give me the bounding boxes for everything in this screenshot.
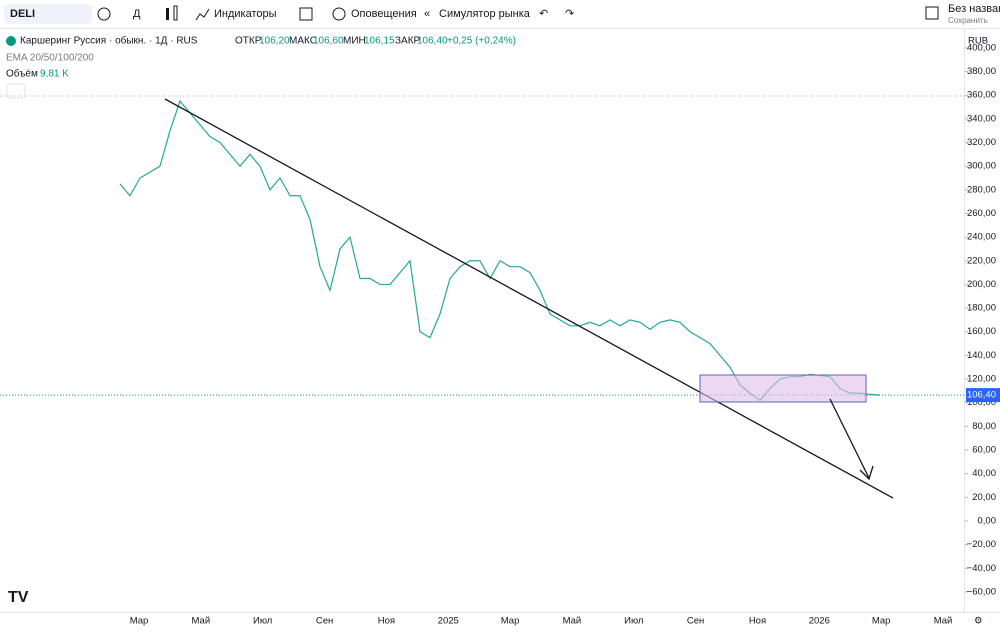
replay-button[interactable]: Симулятор рынка [439,8,531,20]
y-tick-label: 260,00 [967,208,996,219]
open-label: ОТКР [235,36,262,47]
indicators-icon[interactable] [195,8,210,21]
y-tick-label: 0,00 [978,515,997,526]
x-tick-label: Ноя [378,616,395,627]
candle-icon[interactable] [173,5,178,21]
arrow-head [859,465,874,481]
x-tick-label: Мар [130,616,149,627]
x-tick-label: Май [192,616,211,627]
y-tick-label: 220,00 [967,255,996,266]
settings-icon[interactable]: ⚙ [974,616,983,627]
x-tick-label: Мар [872,616,891,627]
x-tick-label: Сен [687,616,704,627]
y-tick-label: 80,00 [972,421,996,432]
checkbox[interactable] [925,6,939,20]
replay-icon: « [424,8,430,20]
x-tick-label: Сен [316,616,333,627]
indicators-button[interactable]: Индикаторы [214,8,277,20]
redo[interactable]: ↷ [565,8,574,20]
y-tick-label: 380,00 [967,66,996,77]
y-tick-label: 300,00 [967,161,996,172]
plot [0,47,968,593]
high: 106,60 [313,36,344,47]
symbol-box[interactable] [4,4,92,24]
high-label: МАКС [289,36,317,47]
symbol[interactable]: DELI [10,8,35,20]
x-tick-label: Мар [501,616,520,627]
save-button[interactable]: Сохранить [948,16,988,25]
x-tick-label: 2025 [438,616,459,627]
close: 106,40 [417,36,448,47]
forecast-arrow [829,398,870,479]
layout-icon[interactable] [299,7,313,21]
tv-logo[interactable]: TV [8,589,29,606]
open: 106,20 [259,36,290,47]
last-price-label: 106,40 [967,390,996,401]
toolbar: DELI Д Индикаторы Оповещения Симулятор р… [0,0,1000,29]
change: +0,25 (+0,24%) [447,36,516,47]
interval[interactable]: Д [133,8,141,20]
x-tick-label: 2026 [809,616,830,627]
y-tick-label: 100,00 [967,397,996,408]
low: 106,15 [364,36,395,47]
y-tick-label: 60,00 [972,445,996,456]
trend-line [164,98,894,499]
x-tick-label: Июл [624,616,643,627]
symbol-logo [6,36,16,46]
y-tick-label: −20,00 [967,539,996,550]
volume: 9,81 K [40,69,69,80]
alerts-icon [332,7,346,21]
ema-label: EMA 20/50/100/200 [6,53,94,64]
y-tick-label: 140,00 [967,350,996,361]
candle-icon[interactable] [166,8,169,20]
y-tick-label: 280,00 [967,184,996,195]
add-icon[interactable] [97,7,111,21]
y-tick-label: 340,00 [967,113,996,124]
collapse-button[interactable] [6,83,26,99]
range-box [699,374,867,403]
y-tick-label: 40,00 [972,468,996,479]
y-tick-label: 360,00 [967,90,996,101]
y-tick-label: −60,00 [967,586,996,597]
currency[interactable]: RUB [968,36,988,47]
x-tick-label: Май [934,616,953,627]
y-tick-label: 400,00 [967,42,996,53]
y-tick-label: 20,00 [972,492,996,503]
y-tick-label: 200,00 [967,279,996,290]
y-tick-label: 240,00 [967,232,996,243]
low-label: МИН [343,36,366,47]
price-line [119,99,881,402]
close-label: ЗАКР [395,36,421,47]
legend: Каршеринг Руссия · обыкн. · 1Д · RUS ОТК… [6,35,516,99]
y-tick-label: 160,00 [967,326,996,337]
x-tick-label: Ноя [749,616,766,627]
x-tick-label: Май [563,616,582,627]
y-tick-label: −40,00 [967,563,996,574]
legend-title: Каршеринг Руссия · обыкн. · 1Д · RUS [20,35,198,47]
y-tick-label: 320,00 [967,137,996,148]
last-price-badge [966,388,1000,403]
y-tick-label: 180,00 [967,303,996,314]
alerts-button[interactable]: Оповещения [351,8,417,20]
layout-name[interactable]: Без названия [948,3,1000,15]
y-tick-label: 120,00 [967,374,996,385]
volume-label: Объём [6,68,38,80]
undo[interactable]: ↶ [539,8,548,20]
x-tick-label: Июл [253,616,272,627]
